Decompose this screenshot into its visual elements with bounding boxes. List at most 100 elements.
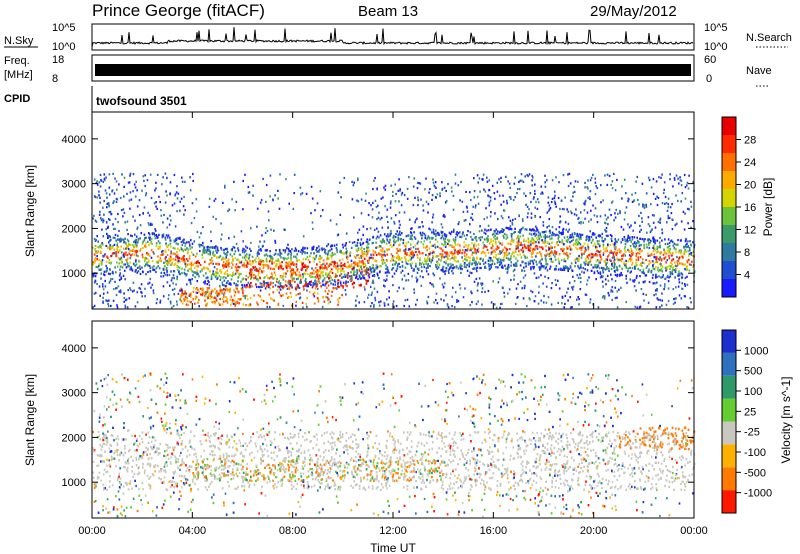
power-cell (599, 272, 602, 275)
power-cell (109, 273, 111, 276)
power-cell (475, 204, 477, 207)
power-cell (207, 296, 209, 299)
power-cell (288, 279, 290, 282)
power-cell (265, 264, 267, 267)
power-cell (288, 249, 290, 252)
power-cell (307, 285, 310, 288)
power-cell (498, 277, 501, 280)
power-cell (568, 228, 571, 231)
power-cell (566, 291, 568, 294)
power-cell (416, 253, 419, 256)
power-cell (310, 212, 312, 215)
power-cell (385, 267, 388, 270)
power-cell (528, 173, 531, 176)
power-cell (180, 294, 183, 297)
power-cell (358, 269, 361, 272)
power-cell (665, 252, 668, 255)
power-cell (186, 263, 189, 266)
power-cell (205, 266, 208, 269)
power-cell (166, 236, 169, 239)
power-cell (494, 303, 496, 306)
power-cell (368, 258, 371, 261)
power-cell (220, 276, 222, 279)
power-cell (463, 219, 466, 222)
power-cell (417, 196, 419, 199)
power-cell (363, 286, 366, 289)
power-cell (362, 255, 364, 258)
power-cell (345, 275, 348, 278)
power-cell (167, 234, 170, 237)
power-cell (401, 278, 404, 281)
power-cell (537, 201, 540, 204)
power-cell (323, 262, 325, 265)
power-cell (466, 253, 468, 256)
power-cell (266, 249, 268, 252)
power-cell (535, 230, 537, 233)
power-cell (383, 250, 386, 253)
power-cell (277, 253, 279, 256)
power-cell (343, 273, 346, 276)
power-cell (322, 263, 324, 266)
power-cell (145, 242, 147, 245)
power-cell (362, 263, 364, 266)
power-cell (491, 184, 494, 187)
power-cell (272, 267, 274, 270)
power-cell (414, 219, 417, 222)
power-cell (361, 268, 363, 271)
power-cell (106, 202, 109, 205)
power-cell (302, 265, 305, 269)
power-cell (653, 214, 655, 217)
power-cell (391, 254, 394, 258)
power-cell (176, 197, 179, 200)
power-cell (296, 287, 298, 290)
power-cell (501, 286, 504, 289)
power-cell (206, 276, 209, 279)
freq-unit: [MHz] (4, 69, 33, 81)
power-cell (501, 259, 504, 262)
power-cell (189, 247, 192, 250)
power-cell (186, 252, 189, 255)
power-cell (233, 246, 236, 249)
power-cell (481, 236, 483, 239)
power-cell (329, 279, 331, 283)
power-cell (562, 266, 565, 269)
power-cell (133, 289, 135, 292)
power-cell (515, 245, 518, 248)
power-cell (295, 249, 297, 252)
power-cell (171, 261, 174, 264)
power-cell (362, 225, 365, 228)
power-cell (505, 233, 508, 237)
power-cell (694, 228, 696, 231)
power-cell (329, 219, 332, 222)
power-cell (452, 286, 454, 289)
power-cell (484, 290, 486, 293)
power-cell (663, 257, 665, 260)
power-cell (659, 236, 661, 239)
power-cell (462, 249, 464, 252)
power-cell (367, 279, 370, 282)
power-cell (151, 266, 154, 269)
power-cell (413, 254, 416, 257)
power-cell (353, 255, 356, 258)
power-cell (258, 252, 260, 255)
power-cell (150, 196, 153, 200)
power-cell (522, 234, 524, 237)
power-cell (171, 204, 174, 207)
power-cell (93, 253, 96, 256)
power-cell (265, 253, 267, 256)
power-cell (616, 249, 619, 252)
power-cell (266, 229, 269, 233)
power-cell (551, 197, 554, 200)
power-cell (176, 275, 178, 278)
power-cell (148, 233, 151, 236)
power-cell (465, 190, 467, 193)
power-cell (416, 217, 418, 220)
power-cell (135, 238, 137, 241)
power-cell (597, 264, 600, 267)
power-cell (330, 268, 333, 271)
power-cell (281, 261, 283, 264)
power-cell (614, 273, 617, 277)
power-cell (547, 196, 550, 199)
power-cell (687, 207, 689, 210)
power-cell (287, 282, 290, 285)
